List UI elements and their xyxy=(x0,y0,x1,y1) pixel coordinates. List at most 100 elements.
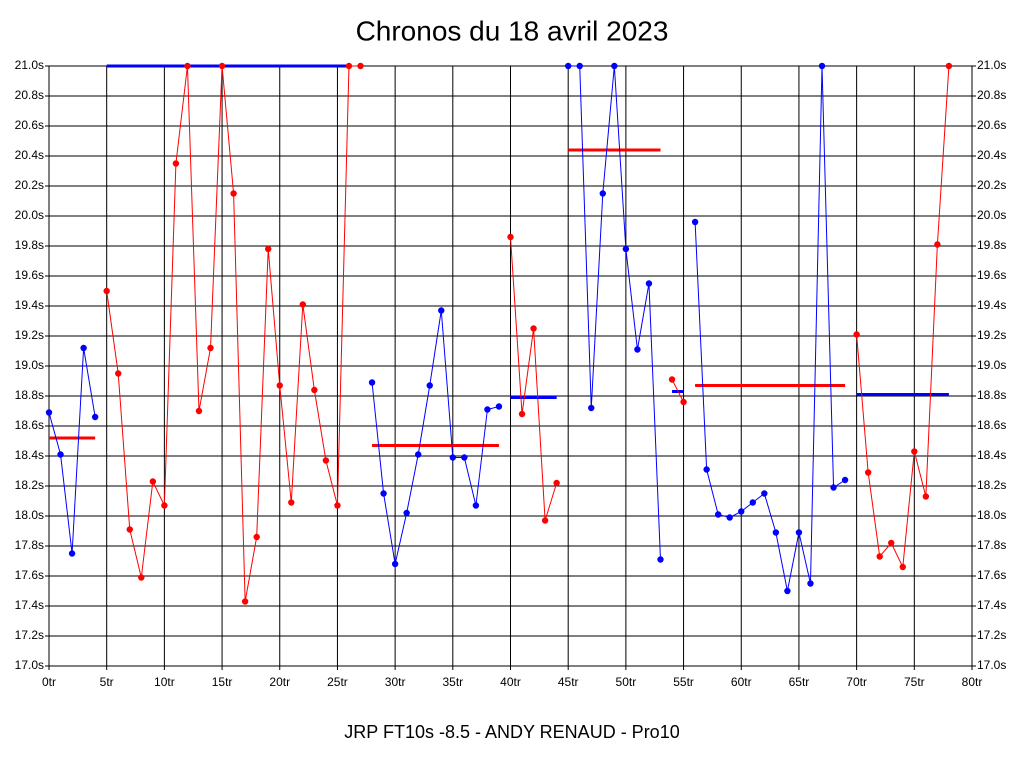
data-point xyxy=(691,218,699,226)
y2-tick-label: 21.0s xyxy=(977,58,1006,72)
data-point xyxy=(922,493,930,500)
y2-tick-label: 18.4s xyxy=(977,448,1006,462)
x-tick-label: 80tr xyxy=(962,675,983,689)
data-point xyxy=(818,62,826,70)
y-tick-label: 20.4s xyxy=(15,148,44,162)
data-point xyxy=(91,413,99,421)
y2-tick-label: 18.2s xyxy=(977,478,1006,492)
data-point xyxy=(911,448,918,455)
y2-tick-label: 19.2s xyxy=(977,328,1006,342)
y2-tick-label: 19.4s xyxy=(977,298,1006,312)
data-point xyxy=(68,550,76,557)
data-point xyxy=(738,508,745,515)
data-point xyxy=(507,233,514,241)
data-point xyxy=(634,346,641,353)
x-tick-label: 60tr xyxy=(731,675,752,689)
x-tick-label: 45tr xyxy=(558,675,579,689)
x-tick-label: 35tr xyxy=(442,675,463,689)
data-point xyxy=(657,556,664,563)
x-tick-label: 0tr xyxy=(42,675,56,689)
data-point xyxy=(126,526,133,533)
y-tick-label: 17.8s xyxy=(15,538,44,552)
series-line xyxy=(671,379,685,403)
data-point xyxy=(518,410,526,418)
data-point xyxy=(588,404,595,412)
y2-tick-label: 19.8s xyxy=(977,238,1006,252)
data-point xyxy=(138,574,145,581)
data-point xyxy=(645,280,653,287)
x-tick-label: 15tr xyxy=(212,675,233,689)
data-point xyxy=(218,62,226,70)
data-point xyxy=(311,386,318,394)
y2-tick-label: 17.8s xyxy=(977,538,1006,552)
data-point xyxy=(680,398,687,406)
y-tick-label: 20.2s xyxy=(15,178,44,192)
data-point xyxy=(714,511,722,518)
y-tick-label: 17.4s xyxy=(15,598,44,612)
data-point xyxy=(807,580,814,587)
x-tick-label: 65tr xyxy=(789,675,810,689)
y2-tick-label: 20.2s xyxy=(977,178,1006,192)
y-tick-label: 18.4s xyxy=(15,448,44,462)
y-tick-label: 18.2s xyxy=(15,478,44,492)
data-point xyxy=(253,533,260,541)
data-point xyxy=(103,287,110,295)
data-point xyxy=(322,457,330,464)
data-point xyxy=(899,563,906,571)
data-point xyxy=(391,560,399,568)
y2-tick-label: 18.0s xyxy=(977,508,1006,522)
data-point xyxy=(115,370,122,377)
data-point xyxy=(726,514,733,521)
data-point xyxy=(426,382,433,389)
y2-tick-label: 17.6s xyxy=(977,568,1006,582)
y-tick-label: 18.0s xyxy=(15,508,44,522)
x-tick-label: 30tr xyxy=(385,675,406,689)
data-point xyxy=(888,539,895,547)
data-point xyxy=(784,587,791,595)
data-point xyxy=(334,502,341,509)
data-point xyxy=(934,241,941,248)
data-point xyxy=(703,466,710,473)
y-tick-label: 21.0s xyxy=(15,58,44,72)
data-point xyxy=(749,499,756,506)
data-point xyxy=(265,245,272,253)
data-point xyxy=(599,190,606,197)
y-tick-label: 20.6s xyxy=(15,118,44,132)
data-point xyxy=(80,344,87,352)
data-point xyxy=(495,403,503,410)
data-point xyxy=(853,331,860,338)
data-point xyxy=(172,160,180,167)
y-tick-label: 17.6s xyxy=(15,568,44,582)
y2-tick-label: 20.0s xyxy=(977,208,1006,222)
data-point xyxy=(484,406,491,413)
data-point xyxy=(772,529,780,536)
data-point xyxy=(472,502,480,509)
x-tick-label: 25tr xyxy=(327,675,348,689)
y2-tick-label: 17.2s xyxy=(977,628,1006,642)
chart-title: Chronos du 18 avril 2023 xyxy=(356,15,669,46)
x-tick-label: 55tr xyxy=(673,675,694,689)
data-point xyxy=(230,190,237,197)
y2-tick-label: 20.4s xyxy=(977,148,1006,162)
y-tick-label: 20.0s xyxy=(15,208,44,222)
y-tick-label: 20.8s xyxy=(15,88,44,102)
y-tick-label: 19.0s xyxy=(15,358,44,372)
y2-tick-label: 20.6s xyxy=(977,118,1006,132)
y2-tick-label: 17.0s xyxy=(977,658,1006,672)
data-point xyxy=(380,490,387,497)
data-point xyxy=(403,509,410,517)
data-point xyxy=(945,62,953,70)
data-point xyxy=(45,409,53,416)
data-point xyxy=(368,379,376,386)
y2-tick-label: 18.6s xyxy=(977,418,1006,432)
series-line xyxy=(371,310,500,565)
x-tick-label: 75tr xyxy=(904,675,925,689)
data-point xyxy=(195,407,203,415)
x-tick-label: 40tr xyxy=(500,675,521,689)
y-tick-label: 18.6s xyxy=(15,418,44,432)
x-tick-label: 20tr xyxy=(269,675,290,689)
data-point xyxy=(438,307,445,314)
data-point xyxy=(241,598,249,605)
